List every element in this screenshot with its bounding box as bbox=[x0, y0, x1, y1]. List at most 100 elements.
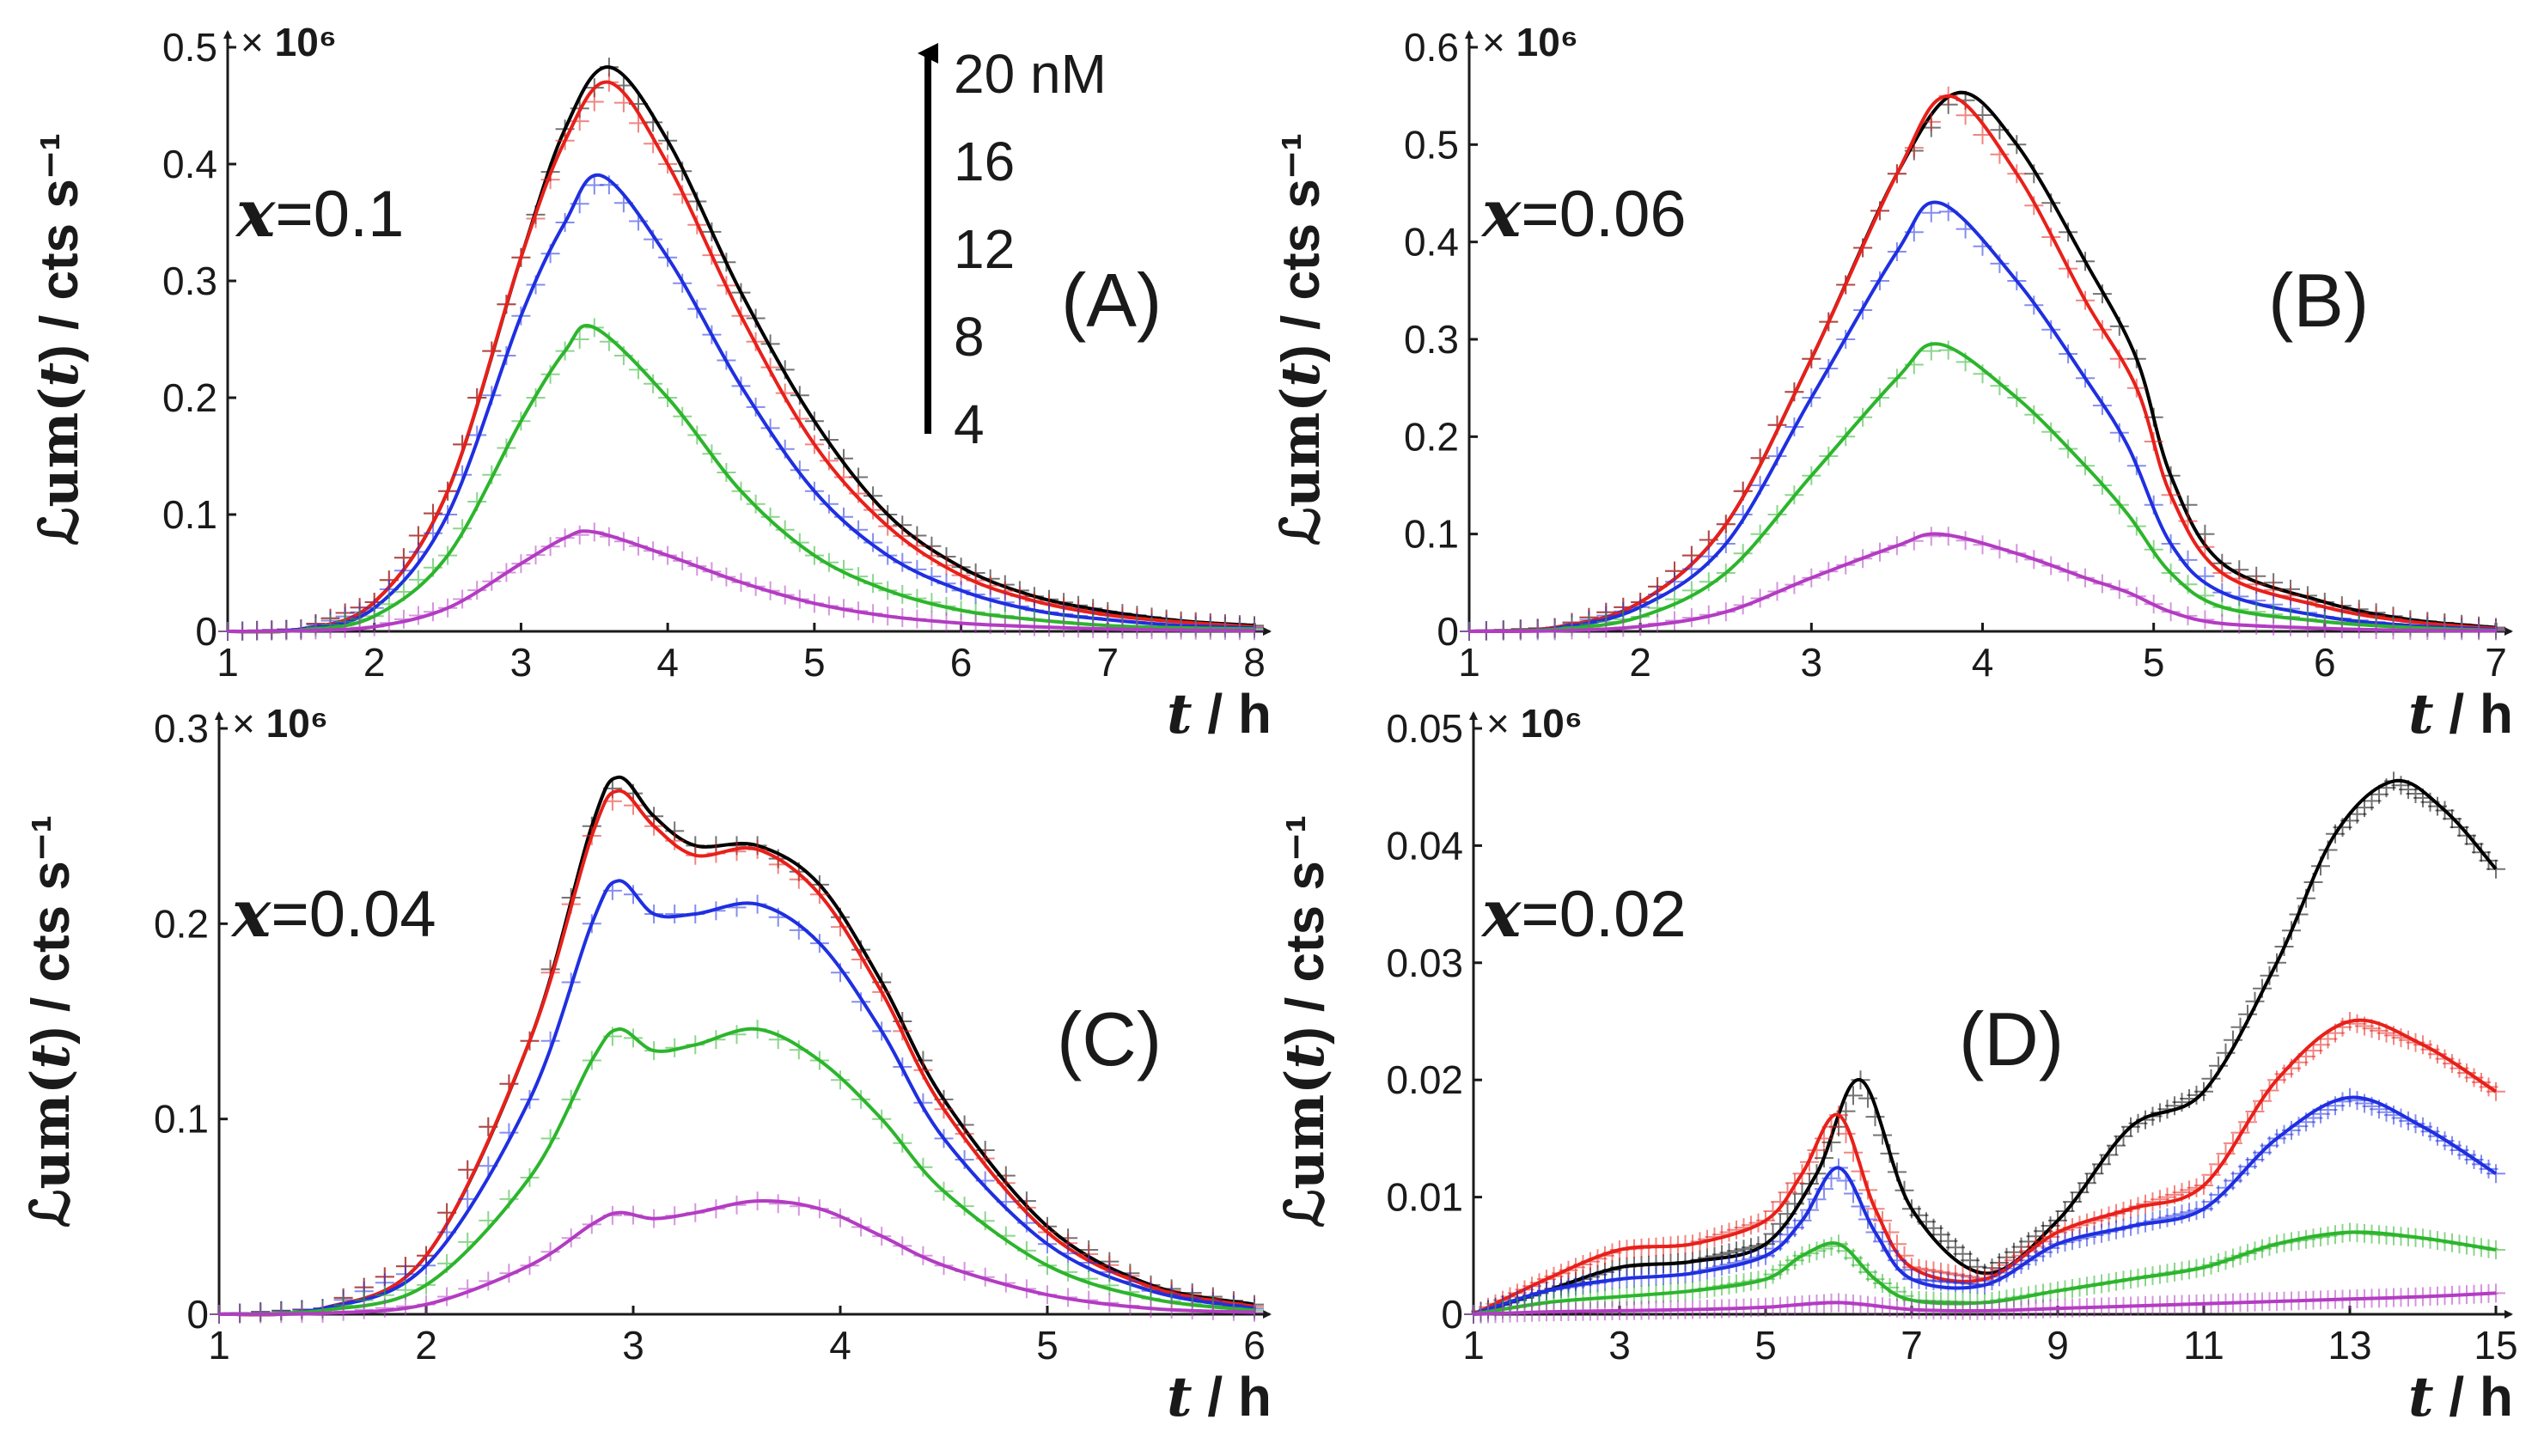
y-tick-label: 0.1 bbox=[154, 1097, 209, 1142]
fit-line bbox=[218, 879, 1255, 1316]
data-marker bbox=[727, 898, 747, 917]
x-tick-label: 5 bbox=[2143, 640, 2165, 685]
series-4 bbox=[210, 1191, 1264, 1324]
data-marker bbox=[955, 1197, 974, 1216]
data-marker bbox=[913, 1157, 933, 1177]
fit-line bbox=[1468, 342, 2497, 633]
data-marker bbox=[629, 360, 648, 380]
fit-line bbox=[227, 173, 1255, 634]
data-marker bbox=[395, 1264, 415, 1284]
y-scale-factor: × 10⁶ bbox=[232, 701, 328, 746]
x-tick-label: 5 bbox=[1036, 1323, 1059, 1368]
y-tick-label: 0.4 bbox=[162, 142, 217, 186]
parameter-label: x=0.1 bbox=[235, 175, 404, 252]
legend-label-8: 8 bbox=[954, 306, 985, 368]
x-tick-label: 8 bbox=[1243, 640, 1266, 685]
x-tick-label: 1 bbox=[217, 640, 239, 685]
fit-line bbox=[1473, 1095, 2498, 1316]
x-tick-label: 3 bbox=[1608, 1323, 1631, 1368]
data-marker bbox=[1733, 544, 1753, 564]
data-marker bbox=[584, 92, 604, 112]
data-marker bbox=[2201, 1165, 2221, 1185]
y-tick-label: 0.01 bbox=[1386, 1175, 1463, 1220]
series-16 bbox=[1460, 86, 2505, 641]
x-tick-label: 5 bbox=[1754, 1323, 1777, 1368]
data-marker bbox=[893, 527, 912, 545]
x-tick-label: 3 bbox=[510, 640, 533, 685]
fit-line bbox=[218, 789, 1255, 1317]
data-marker bbox=[394, 561, 413, 581]
x-tick-label: 6 bbox=[1243, 1323, 1266, 1368]
data-marker bbox=[2099, 1145, 2119, 1165]
panel-letter: (A) bbox=[1061, 258, 1162, 343]
data-marker bbox=[375, 1298, 394, 1318]
series-4 bbox=[1464, 1283, 2505, 1324]
data-marker bbox=[665, 905, 685, 923]
x-tick-label: 2 bbox=[363, 640, 386, 685]
data-marker bbox=[1771, 1260, 1790, 1280]
x-tick-label: 7 bbox=[1900, 1323, 1923, 1368]
legend-label-12: 12 bbox=[954, 218, 1015, 280]
data-marker bbox=[2347, 1014, 2367, 1033]
fit-line bbox=[1468, 532, 2497, 634]
fit-line bbox=[1468, 94, 2497, 633]
x-axis-label: t / h bbox=[1167, 1365, 1272, 1429]
x-axis-label: t / h bbox=[1167, 682, 1272, 746]
y-tick-label: 0 bbox=[1441, 1292, 1463, 1337]
y-scale-factor: × 10⁶ bbox=[241, 20, 337, 64]
y-axis-label: ℒum(t) / cts s⁻¹ bbox=[1273, 815, 1336, 1228]
data-marker bbox=[1955, 106, 1975, 125]
series-16 bbox=[218, 72, 1264, 641]
panel-letter: (C) bbox=[1057, 996, 1162, 1081]
y-axis-label: ℒum(t) / cts s⁻¹ bbox=[1269, 133, 1332, 545]
series-8 bbox=[1460, 340, 2505, 641]
series-20-nm bbox=[218, 58, 1264, 641]
data-marker bbox=[760, 507, 780, 527]
y-tick-label: 0.1 bbox=[1404, 512, 1459, 557]
x-tick-label: 11 bbox=[2183, 1323, 2224, 1368]
x-tick-label: 4 bbox=[1972, 640, 1994, 685]
y-axis-label: ℒum(t) / cts s⁻¹ bbox=[27, 133, 90, 545]
fit-line bbox=[1468, 200, 2497, 633]
x-tick-label: 7 bbox=[2485, 640, 2507, 685]
data-marker bbox=[819, 451, 839, 471]
data-marker bbox=[2165, 1206, 2184, 1226]
x-tick-label: 2 bbox=[1629, 640, 1651, 685]
y-tick-label: 0.3 bbox=[162, 259, 217, 303]
x-tick-label: 3 bbox=[622, 1323, 644, 1368]
series-4 bbox=[1460, 527, 2505, 641]
y-tick-label: 0.3 bbox=[154, 706, 209, 751]
series-8 bbox=[218, 318, 1264, 641]
panel-c: 1 2 3 4 5 6 0 0.1 0.2 0.3 × 10⁶ ℒum(t) / cts s⁻¹ t /… bbox=[19, 701, 1272, 1429]
panel-b: 1 2 3 4 5 6 7 0 0.1 0.2 0.3 0.4 0.5 0.6 × 10⁶ ℒum(t) / … bbox=[1269, 20, 2513, 746]
fit-line bbox=[227, 80, 1255, 634]
data-marker bbox=[831, 1070, 850, 1090]
legend-label-16: 16 bbox=[954, 131, 1015, 192]
x-axis-label: t / h bbox=[2408, 1365, 2513, 1429]
x-tick-label: 6 bbox=[2314, 640, 2336, 685]
fit-line bbox=[218, 1199, 1255, 1317]
y-tick-label: 0.02 bbox=[1386, 1057, 1463, 1102]
y-tick-label: 0.04 bbox=[1386, 823, 1463, 868]
parameter-label: x=0.06 bbox=[1480, 175, 1687, 252]
parameter-label: x=0.04 bbox=[230, 875, 436, 952]
y-tick-label: 0.05 bbox=[1386, 706, 1463, 751]
y-tick-label: 0 bbox=[1437, 609, 1459, 654]
y-tick-label: 0.6 bbox=[1404, 25, 1459, 70]
fit-line bbox=[1473, 1291, 2497, 1316]
fit-line bbox=[218, 1027, 1255, 1316]
x-tick-label: 1 bbox=[1458, 640, 1480, 685]
panel-letter: (B) bbox=[2268, 258, 2369, 343]
x-tick-label: 6 bbox=[950, 640, 973, 685]
panel-letter: (D) bbox=[1959, 996, 2064, 1081]
fit-line bbox=[1473, 1018, 2498, 1316]
fit-line bbox=[227, 65, 1255, 634]
fit-line bbox=[227, 324, 1255, 634]
data-marker bbox=[1921, 203, 1941, 222]
series-4 bbox=[218, 522, 1264, 641]
legend-label-4: 4 bbox=[954, 393, 985, 455]
y-tick-label: 0.5 bbox=[1404, 122, 1459, 167]
